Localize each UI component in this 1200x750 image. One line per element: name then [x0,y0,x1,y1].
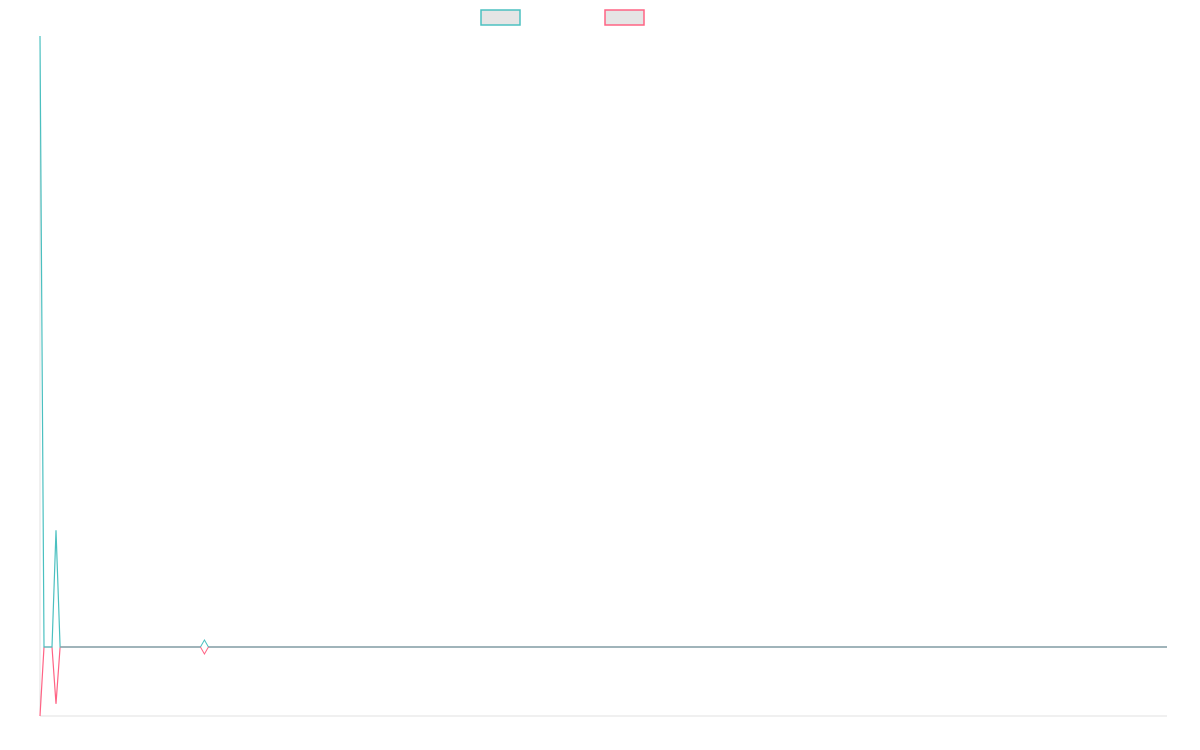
diamond-marker-bottom[interactable] [200,646,209,655]
series-layer [39,35,1167,717]
legend-swatch-0[interactable] [480,9,521,26]
diamond-marker-top[interactable] [200,638,209,648]
legend [480,9,645,26]
legend-swatch-1[interactable] [604,9,645,26]
series-line-0 [39,35,1167,648]
series-line-1 [39,646,1167,717]
